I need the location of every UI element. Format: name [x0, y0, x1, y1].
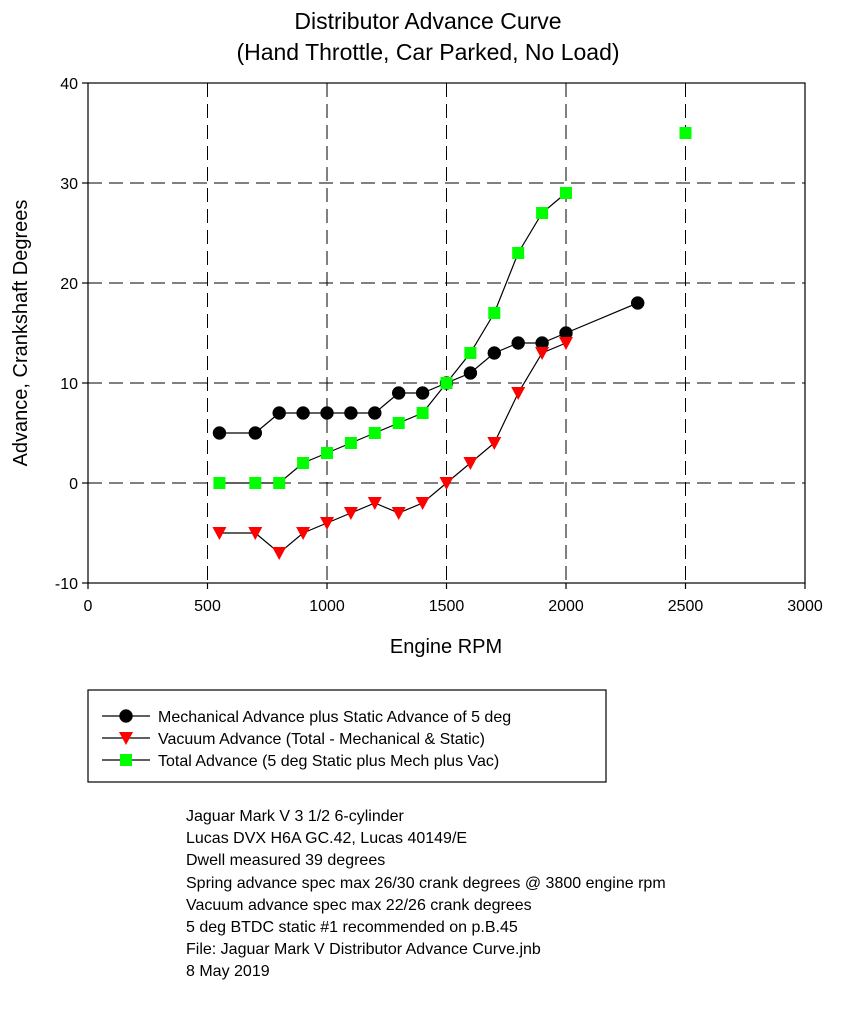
vacuum-point [463, 457, 478, 470]
y-axis-label: Advance, Crankshaft Degrees [10, 200, 32, 467]
legend-marker-mechanical [119, 709, 133, 723]
x-axis-label: Engine RPM [390, 636, 502, 658]
x-tick-label: 0 [84, 598, 93, 615]
total-point [679, 127, 692, 139]
mechanical-point [296, 406, 310, 420]
mechanical-series-line [219, 302, 638, 434]
vacuum-point [212, 527, 227, 540]
note-line: File: Jaguar Mark V Distributor Advance … [186, 941, 541, 959]
vacuum-point [487, 437, 502, 450]
vacuum-point [343, 507, 358, 520]
legend-marker-vacuum [119, 732, 133, 745]
vacuum-series-line [219, 342, 567, 554]
vacuum-point [296, 527, 311, 540]
x-tick-label: 2500 [668, 598, 704, 615]
legend-label-mechanical: Mechanical Advance plus Static Advance o… [158, 709, 511, 726]
legend-box [87, 689, 607, 783]
x-tick-label: 1500 [429, 598, 465, 615]
note-line: 5 deg BTDC static #1 recommended on p.B.… [186, 919, 518, 937]
x-tick-label: 2000 [548, 598, 584, 615]
total-point [368, 427, 381, 439]
y-tick-label: 10 [60, 376, 78, 393]
y-tick-label: -10 [55, 576, 78, 593]
mechanical-point [391, 386, 406, 400]
series-layer [212, 127, 692, 560]
mechanical-point [368, 406, 382, 420]
note-line: Vacuum advance spec max 22/26 crank degr… [186, 896, 532, 914]
vacuum-point [272, 547, 287, 560]
note-line: Dwell measured 39 degrees [186, 852, 386, 870]
mechanical-point [272, 406, 286, 420]
mechanical-point [415, 386, 430, 400]
total-point [321, 447, 333, 459]
note-line: Spring advance spec max 26/30 crank degr… [186, 874, 666, 892]
notes-block: Jaguar Mark V 3 1/2 6-cylinder Lucas DVX… [186, 806, 666, 984]
note-line: Lucas DVX H6A GC.42, Lucas 40149/E [186, 830, 468, 848]
y-tick-label: 30 [60, 176, 78, 193]
y-tick-label: 40 [60, 76, 78, 93]
chart-subtitle: (Hand Throttle, Car Parked, No Load) [236, 39, 619, 65]
total-point [440, 377, 453, 389]
mechanical-point [487, 346, 502, 360]
total-point [512, 247, 525, 259]
legend-marker-total [120, 754, 132, 766]
vacuum-point [248, 527, 263, 540]
total-point [297, 457, 310, 469]
vacuum-point [367, 497, 382, 510]
mechanical-point [212, 426, 227, 440]
total-point [392, 417, 405, 429]
vacuum-point [511, 387, 526, 400]
advance-chart: Distributor Advance Curve (Hand Throttle… [10, 8, 823, 783]
vacuum-point [415, 497, 430, 510]
mechanical-point [511, 336, 525, 350]
total-point [464, 347, 477, 359]
legend: Mechanical Advance plus Static Advance o… [87, 689, 607, 783]
note-line: Jaguar Mark V 3 1/2 6-cylinder [186, 808, 404, 825]
chart-title: Distributor Advance Curve [294, 8, 561, 34]
vacuum-point [559, 337, 573, 350]
total-point [249, 477, 262, 489]
x-tick-label: 500 [194, 598, 221, 615]
y-tick-label: 20 [60, 276, 78, 293]
legend-label-total: Total Advance (5 deg Static plus Mech pl… [158, 753, 499, 770]
x-tick-label: 3000 [787, 598, 823, 615]
total-point [273, 477, 286, 489]
note-line: 8 May 2019 [186, 963, 270, 981]
vacuum-point [320, 517, 334, 530]
total-point [416, 407, 429, 419]
total-point [344, 437, 357, 449]
mechanical-point [463, 366, 478, 380]
total-point [536, 207, 549, 219]
vacuum-point [391, 507, 406, 520]
mechanical-point [630, 296, 645, 310]
legend-label-vacuum: Vacuum Advance (Total - Mechanical & Sta… [158, 731, 485, 748]
mechanical-point [320, 406, 334, 420]
total-point [213, 477, 226, 489]
vacuum-point [439, 477, 454, 490]
x-tick-label: 1000 [309, 598, 345, 615]
mechanical-point [344, 406, 358, 420]
vacuum-point [535, 347, 550, 360]
total-point [488, 307, 501, 319]
grid [88, 83, 805, 583]
axis-ticks: 0 500 1000 1500 2000 2500 3000 -10 0 10 20 30 40 [55, 76, 823, 615]
total-point [560, 187, 572, 199]
mechanical-point [248, 426, 263, 440]
y-tick-label: 0 [69, 476, 78, 493]
